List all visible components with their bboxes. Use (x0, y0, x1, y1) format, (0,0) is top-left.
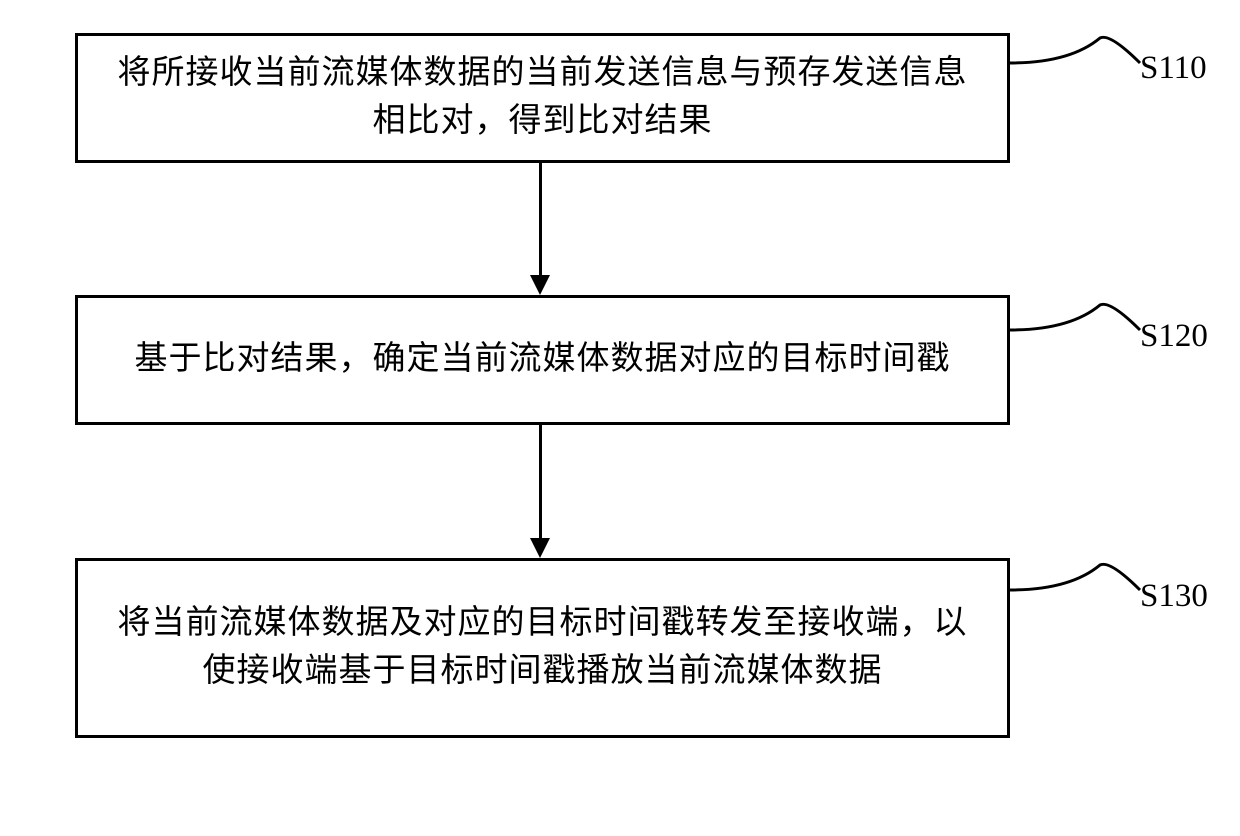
connector-s130 (1010, 560, 1145, 620)
step-text: 基于比对结果，确定当前流媒体数据对应的目标时间戳 (135, 336, 951, 384)
flowchart-step-s130: 将当前流媒体数据及对应的目标时间戳转发至接收端，以使接收端基于目标时间戳播放当前… (75, 558, 1010, 738)
arrow-s110-s120 (539, 163, 542, 276)
step-text: 将所接收当前流媒体数据的当前发送信息与预存发送信息相比对，得到比对结果 (108, 50, 977, 146)
connector-s120 (1010, 300, 1145, 360)
step-label-s130: S130 (1140, 578, 1208, 615)
step-label-s110: S110 (1140, 50, 1207, 87)
arrow-head-s110-s120 (530, 275, 550, 295)
step-text: 将当前流媒体数据及对应的目标时间戳转发至接收端，以使接收端基于目标时间戳播放当前… (108, 600, 977, 696)
arrow-head-s120-s130 (530, 538, 550, 558)
step-label-s120: S120 (1140, 318, 1208, 355)
flowchart-step-s110: 将所接收当前流媒体数据的当前发送信息与预存发送信息相比对，得到比对结果 (75, 33, 1010, 163)
flowchart-step-s120: 基于比对结果，确定当前流媒体数据对应的目标时间戳 (75, 295, 1010, 425)
arrow-s120-s130 (539, 425, 542, 538)
connector-s110 (1010, 33, 1145, 93)
